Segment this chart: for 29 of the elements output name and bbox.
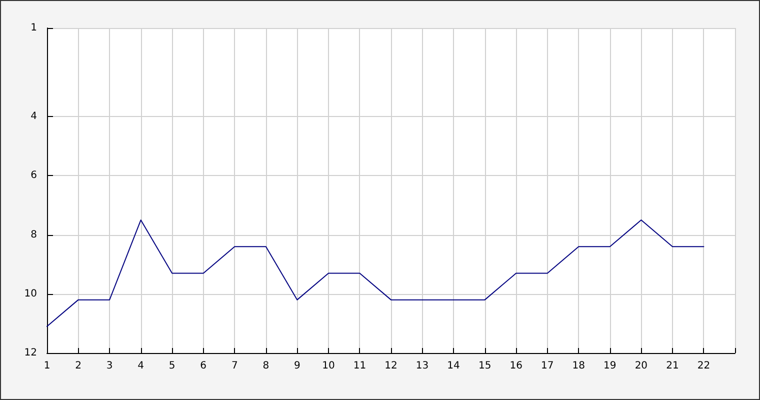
y-tick-label: 1 <box>30 22 37 34</box>
x-tick-label: 21 <box>666 360 679 372</box>
y-tick-label: 8 <box>30 229 37 240</box>
y-tick-label: 10 <box>24 288 37 300</box>
x-tick-label: 5 <box>168 360 176 372</box>
x-tick-label: 8 <box>262 360 270 372</box>
x-tick-label: 12 <box>384 360 398 372</box>
x-tick-label: 6 <box>200 360 207 372</box>
y-tick-label: 4 <box>30 111 37 122</box>
x-tick-label: 18 <box>572 360 586 372</box>
y-tick-label: 6 <box>30 170 37 182</box>
x-tick-label: 20 <box>634 360 648 372</box>
x-tick-label: 22 <box>697 360 710 372</box>
x-tick-label: 15 <box>478 360 492 372</box>
x-tick-label: 3 <box>106 360 113 372</box>
x-tick-label: 9 <box>294 360 300 372</box>
x-tick-label: 17 <box>540 360 554 372</box>
y-tick-label: 12 <box>24 348 37 358</box>
x-tick-label: 7 <box>231 360 238 372</box>
x-tick-label: 19 <box>604 360 616 372</box>
line-series <box>46 220 704 327</box>
x-tick-label: 11 <box>353 360 366 372</box>
x-tick-label: 14 <box>447 360 460 372</box>
x-tick-label: 2 <box>75 360 82 372</box>
x-tick-label: 16 <box>510 360 522 372</box>
x-tick-label: 4 <box>138 360 144 372</box>
x-tick-label: 1 <box>44 360 50 372</box>
x-tick-label: 10 <box>322 360 335 372</box>
x-tick-label: 13 <box>416 360 429 372</box>
